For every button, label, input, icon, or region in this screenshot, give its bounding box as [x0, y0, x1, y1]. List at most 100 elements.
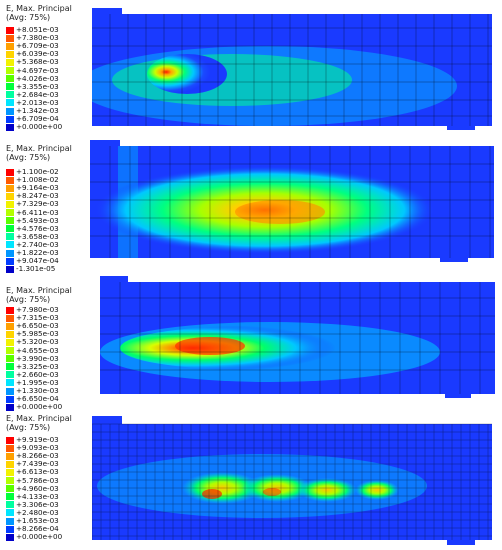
legend-entry: +1.822e-03 [6, 249, 59, 257]
legend-value: +6.709e-04 [16, 114, 59, 124]
legend-swatch [6, 371, 14, 379]
strain-contour-plot [92, 8, 494, 130]
legend-swatch [6, 200, 14, 208]
legend-swatch [6, 209, 14, 216]
legend-value: +3.658e-03 [16, 231, 59, 241]
legend-entry: +9.047e-04 [6, 257, 59, 265]
strain-contour-plot [90, 140, 496, 264]
legend-value: +2.480e-03 [16, 507, 59, 517]
legend-swatch [6, 387, 14, 395]
legend-entry: +4.960e-03 [6, 484, 59, 493]
legend-swatch [6, 184, 14, 192]
legend-swatch [6, 58, 14, 66]
legend-value: +1.008e-02 [16, 175, 59, 185]
legend-entry: +8.051e-03 [6, 26, 59, 34]
legend-swatch [6, 42, 14, 50]
legend-entry: +4.576e-03 [6, 223, 59, 233]
legend-entry: +7.315e-03 [6, 314, 59, 322]
legend-swatch [6, 192, 14, 200]
legend-subtitle: (Avg: 75%) [6, 295, 51, 304]
legend-swatch [6, 363, 14, 371]
legend-value: +8.051e-03 [16, 25, 59, 34]
legend-entry: +7.439e-03 [6, 460, 59, 468]
legend-swatch [6, 123, 14, 131]
legend-value: +7.329e-03 [16, 199, 59, 209]
legend-value: +9.093e-03 [16, 443, 59, 453]
legend-entry: +9.164e-03 [6, 184, 59, 192]
legend-swatch [6, 91, 14, 99]
legend-entry: +8.266e-03 [6, 452, 59, 460]
legend-value: +5.786e-03 [16, 475, 59, 485]
legend-entry: +2.660e-03 [6, 369, 59, 379]
legend-value: +8.247e-03 [16, 191, 59, 201]
legend-subtitle: (Avg: 75%) [6, 13, 51, 22]
strain-contour-plot [92, 416, 494, 550]
legend-swatch [6, 501, 14, 509]
legend-swatch [6, 444, 14, 452]
legend-entry: +2.684e-03 [6, 90, 59, 99]
legend-value: +6.650e-03 [16, 321, 59, 331]
legend-value: -1.301e-05 [16, 264, 56, 274]
legend-swatch [6, 322, 14, 330]
legend-value: +4.576e-03 [16, 223, 59, 233]
legend-entry: +1.653e-03 [6, 517, 59, 525]
legend-swatch [6, 314, 14, 322]
legend-subtitle: (Avg: 75%) [6, 423, 51, 432]
legend-entry: +9.919e-03 [6, 436, 59, 444]
legend-swatch [6, 525, 14, 533]
legend-value: +1.100e-02 [16, 167, 59, 176]
legend-value: +3.325e-03 [16, 361, 59, 371]
legend-entry: +0.000e+00 [6, 123, 62, 131]
legend-entry: +6.709e-04 [6, 115, 59, 123]
legend-value: +2.660e-03 [16, 369, 59, 379]
legend-swatch [6, 436, 14, 444]
legend-swatch [6, 75, 14, 83]
legend-value: +6.650e-04 [16, 394, 59, 404]
legend-swatch [6, 50, 14, 58]
legend-entry: +7.329e-03 [6, 200, 59, 208]
strain-contour-plot [100, 276, 500, 400]
legend-entry: +6.709e-03 [6, 42, 59, 50]
contour-panel-3: E, Max. Principal (Avg: 75%) +7.980e-03 +… [0, 274, 502, 411]
legend-value: +5.320e-03 [16, 337, 59, 347]
legend-value: +4.133e-03 [16, 491, 59, 501]
legend-swatch [6, 338, 14, 346]
legend-entry: +1.330e-03 [6, 387, 59, 395]
legend-entry: +2.013e-03 [6, 98, 59, 107]
legend-value: +9.919e-03 [16, 435, 59, 444]
legend-entry: +6.039e-03 [6, 50, 59, 58]
legend-value: +7.980e-03 [16, 305, 59, 314]
legend-entry: +0.000e+00 [6, 403, 62, 411]
legend-swatch [6, 241, 14, 249]
legend-entry: -1.301e-05 [6, 265, 55, 273]
legend-value: +5.368e-03 [16, 57, 59, 67]
legend-swatch [6, 233, 14, 241]
legend-swatch [6, 347, 14, 354]
legend-entry: +8.247e-03 [6, 192, 59, 200]
legend-swatch [6, 67, 14, 74]
legend-entry: +5.368e-03 [6, 58, 59, 66]
legend-4: E, Max. Principal (Avg: 75%) +9.919e-03 +… [6, 414, 94, 541]
legend-value: +1.653e-03 [16, 516, 59, 525]
legend-entry: +8.266e-04 [6, 525, 59, 533]
legend-entry: +5.985e-03 [6, 330, 59, 338]
legend-entry: +4.133e-03 [6, 491, 59, 501]
legend-value: +4.697e-03 [16, 65, 59, 75]
legend-swatch [6, 34, 14, 42]
legend-value: +2.740e-03 [16, 239, 59, 249]
legend-title: E, Max. Principal [6, 4, 72, 13]
legend-entry: +6.650e-03 [6, 322, 59, 330]
legend-value: +7.315e-03 [16, 313, 59, 323]
legend-value: +3.990e-03 [16, 353, 59, 363]
legend-swatch [6, 330, 14, 338]
legend-swatch [6, 493, 14, 501]
legend-value: +6.709e-03 [16, 41, 59, 51]
legend-swatch [6, 217, 14, 225]
legend-entry: +6.613e-03 [6, 468, 59, 476]
legend-value: +9.164e-03 [16, 183, 59, 193]
legend-value: +3.306e-03 [16, 499, 59, 509]
legend-value: +1.822e-03 [16, 248, 59, 257]
legend-entry: +4.655e-03 [6, 346, 59, 355]
legend-swatch [6, 83, 14, 91]
legend-value: +6.039e-03 [16, 49, 59, 59]
